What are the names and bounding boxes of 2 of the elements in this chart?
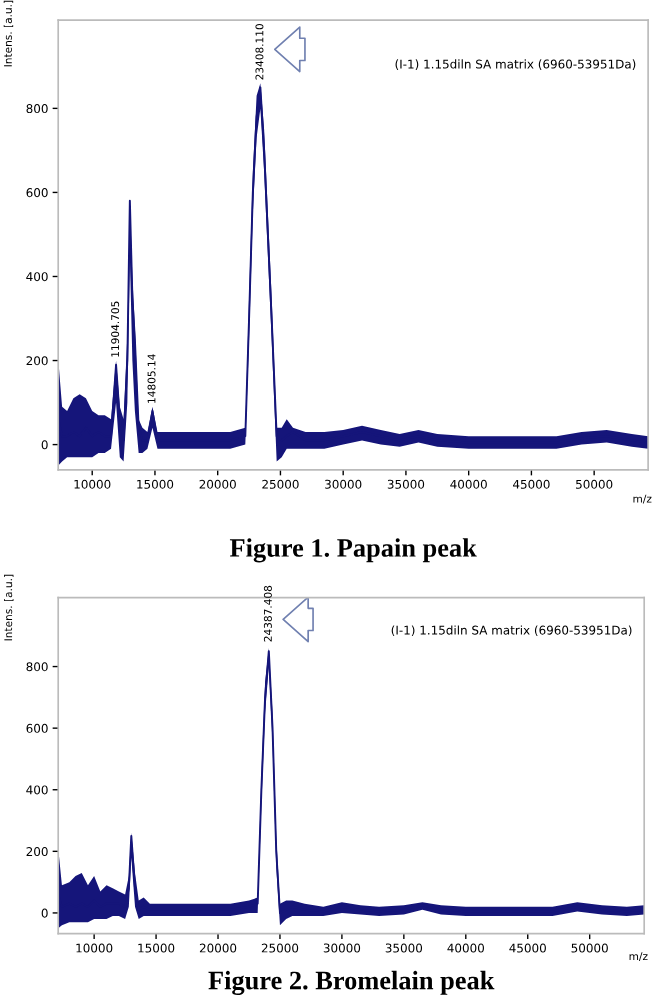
- text: Figure 1. Papain peak: [229, 538, 477, 563]
- text: Figure 2. Bromelain peak: [208, 970, 495, 995]
